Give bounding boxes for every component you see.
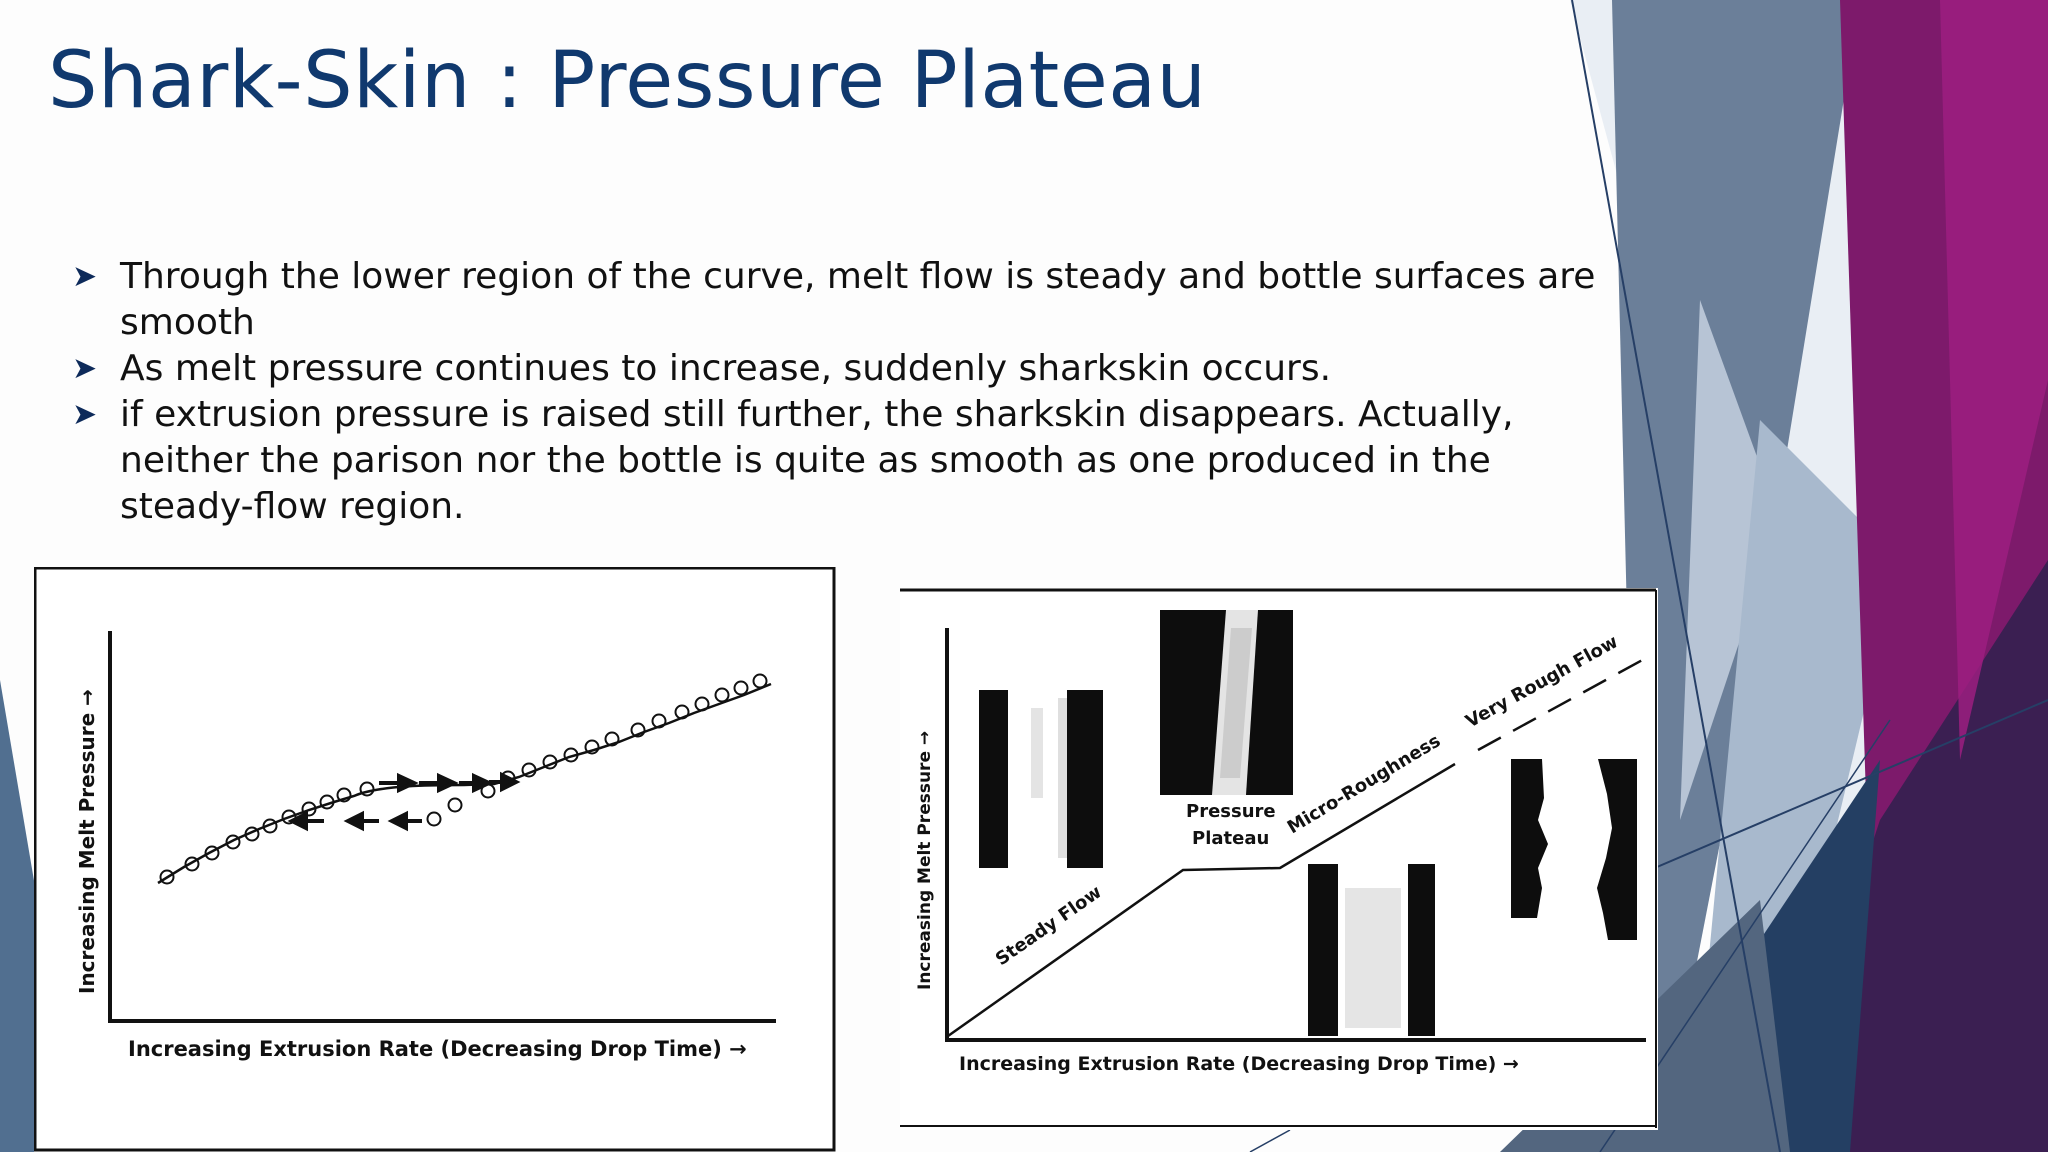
flow-curve — [947, 762, 1456, 1038]
x-axis-label: Increasing Extrusion Rate (Decreasing Dr… — [959, 1053, 1519, 1075]
plateau-label: Plateau — [1192, 828, 1269, 849]
pressure-label: Pressure — [1186, 801, 1276, 822]
return-arrows — [287, 810, 422, 832]
figure-frame — [34, 567, 836, 1152]
bullet-list: ➤ Through the lower region of the curve,… — [72, 254, 1602, 530]
bullet-item: ➤ if extrusion pressure is raised still … — [72, 392, 1602, 530]
arrow-bullet-icon: ➤ — [72, 259, 98, 294]
y-axis-label: Increasing Melt Pressure → — [915, 731, 935, 990]
bullet-text: if extrusion pressure is raised still fu… — [120, 394, 1514, 527]
bullet-text: As melt pressure continues to increase, … — [120, 348, 1332, 389]
arrow-bullet-icon: ➤ — [72, 351, 98, 386]
pressure-plateau-sample-image — [1160, 610, 1293, 795]
bullet-item: ➤ As melt pressure continues to increase… — [72, 346, 1602, 392]
bullet-text: Through the lower region of the curve, m… — [120, 256, 1596, 343]
figure-pressure-curve: Increasing Melt Pressure → Increasing Ex… — [34, 567, 836, 1152]
figure-flow-regimes-drawing: Increasing Melt Pressure → Increasing Ex… — [900, 588, 1657, 1128]
arrow-bullet-icon: ➤ — [72, 397, 98, 432]
x-axis-label: Increasing Extrusion Rate (Decreasing Dr… — [128, 1037, 747, 1061]
figure-flow-regimes: Increasing Melt Pressure → Increasing Ex… — [900, 588, 1658, 1130]
pressure-curve — [157, 682, 772, 885]
micro-roughness-sample-image — [1308, 864, 1435, 1036]
slide-title: Shark-Skin : Pressure Plateau — [48, 36, 1207, 126]
bullet-item: ➤ Through the lower region of the curve,… — [72, 254, 1602, 346]
figure-pressure-curve-drawing: Increasing Melt Pressure → Increasing Ex… — [34, 567, 836, 1152]
steady-flow-sample-image — [979, 690, 1103, 868]
y-axis-label: Increasing Melt Pressure → — [75, 689, 99, 994]
very-rough-dashed-line — [1477, 656, 1647, 752]
very-rough-flow-sample-image — [1511, 759, 1637, 940]
forward-arrows — [379, 771, 521, 794]
data-points — [159, 673, 768, 885]
